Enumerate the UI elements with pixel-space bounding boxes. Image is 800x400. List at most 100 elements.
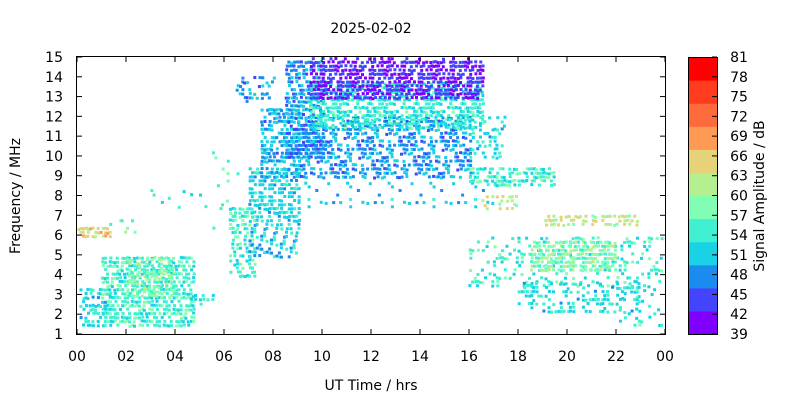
data-point <box>373 92 377 96</box>
data-point <box>338 167 342 171</box>
data-point <box>290 140 293 144</box>
data-point <box>322 151 326 155</box>
data-point <box>368 182 372 186</box>
data-point <box>491 201 495 205</box>
data-point <box>545 264 548 268</box>
data-point <box>493 139 497 143</box>
data-point <box>325 140 328 144</box>
data-point <box>261 155 265 159</box>
data-point <box>352 125 355 129</box>
data-point <box>302 140 305 144</box>
data-point <box>598 249 602 252</box>
data-point <box>339 143 343 147</box>
data-point <box>370 118 374 122</box>
data-point <box>604 257 608 261</box>
data-point <box>570 218 573 222</box>
data-point <box>437 126 440 130</box>
data-point <box>577 236 580 240</box>
colorbar-tick-label: 69 <box>730 129 748 145</box>
data-point <box>307 205 311 209</box>
data-point <box>270 195 274 199</box>
data-point <box>96 320 100 323</box>
data-point <box>373 124 377 128</box>
data-point <box>233 263 237 267</box>
data-point <box>312 92 316 96</box>
data-point <box>496 279 500 283</box>
data-point <box>606 268 610 271</box>
data-point <box>256 215 260 219</box>
data-point <box>461 114 465 118</box>
data-point <box>400 76 404 80</box>
data-point <box>572 241 576 245</box>
data-point <box>378 143 382 147</box>
data-point <box>137 270 141 274</box>
data-point <box>233 207 237 211</box>
data-point <box>265 171 269 175</box>
data-point <box>158 278 162 282</box>
data-point <box>294 171 298 175</box>
data-point <box>436 175 440 179</box>
data-point <box>300 131 303 135</box>
data-point <box>479 128 482 132</box>
data-point <box>407 140 411 143</box>
data-point <box>596 260 600 264</box>
data-point <box>515 172 519 176</box>
data-point <box>398 123 402 127</box>
data-point <box>238 274 242 278</box>
data-point <box>528 294 532 298</box>
data-point <box>346 151 350 155</box>
data-point <box>557 268 561 272</box>
data-point <box>466 148 470 152</box>
data-point <box>94 311 98 315</box>
data-point <box>145 296 149 300</box>
data-point <box>174 308 178 312</box>
data-point <box>415 92 419 96</box>
data-point <box>116 312 120 316</box>
data-point <box>440 176 443 180</box>
data-point <box>292 156 296 160</box>
data-point <box>435 69 439 73</box>
data-point <box>493 183 497 187</box>
data-point <box>538 252 541 256</box>
data-point <box>391 82 395 86</box>
data-point <box>344 163 348 167</box>
data-point <box>141 315 145 319</box>
data-point <box>285 140 289 144</box>
data-point <box>660 269 664 273</box>
data-point <box>317 68 321 72</box>
data-point <box>272 152 276 156</box>
data-point <box>312 140 315 143</box>
data-point <box>103 320 107 323</box>
data-point <box>309 128 313 132</box>
data-point <box>99 305 102 309</box>
data-point <box>150 275 154 278</box>
data-point <box>466 96 470 100</box>
data-point <box>260 215 264 219</box>
data-point <box>253 227 257 231</box>
data-point <box>513 183 517 187</box>
data-point <box>547 306 551 310</box>
colorbar-segment <box>688 80 717 104</box>
data-point <box>361 132 364 136</box>
data-point <box>631 252 635 256</box>
data-point <box>395 92 399 96</box>
data-point <box>155 280 159 284</box>
data-point <box>393 68 397 72</box>
data-point <box>329 139 333 143</box>
data-point <box>410 94 414 98</box>
data-point <box>263 179 267 183</box>
data-point <box>390 76 394 80</box>
data-point <box>479 121 482 125</box>
data-point <box>251 198 255 202</box>
data-point <box>317 76 321 80</box>
data-point <box>430 127 434 131</box>
data-point <box>317 61 321 64</box>
data-point <box>134 268 137 272</box>
data-point <box>439 102 443 106</box>
data-point <box>500 260 504 264</box>
data-point <box>353 118 357 122</box>
data-point <box>265 227 269 230</box>
data-point <box>319 96 323 99</box>
data-point <box>342 120 346 123</box>
data-point <box>292 68 296 72</box>
